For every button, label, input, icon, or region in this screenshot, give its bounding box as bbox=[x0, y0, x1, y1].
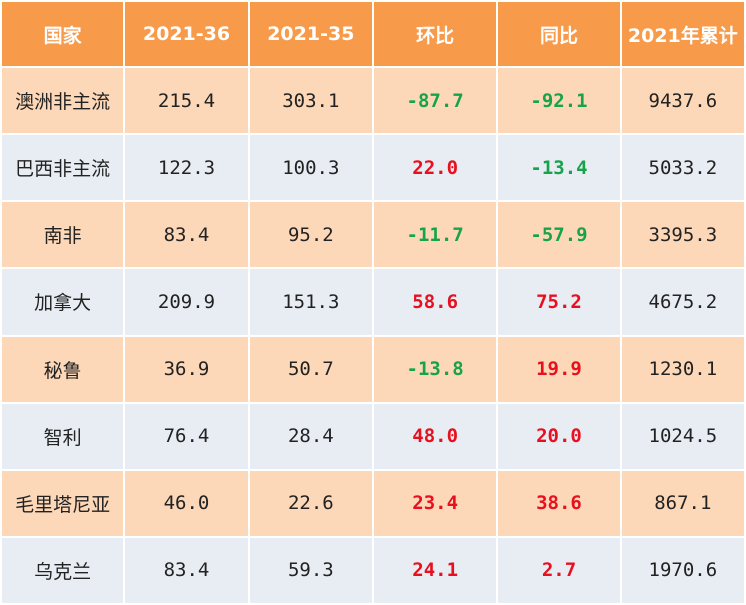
cell-yoy: -92.1 bbox=[498, 68, 620, 134]
cell-yoy: -57.9 bbox=[498, 202, 620, 268]
cell-ytd: 1230.1 bbox=[621, 336, 744, 402]
cell-country: 加拿大 bbox=[2, 269, 124, 335]
header-country: 国家 bbox=[2, 2, 124, 66]
cell-ytd: 3395.3 bbox=[621, 202, 744, 268]
cell-mom: 23.4 bbox=[373, 470, 497, 536]
cell-week-35: 22.6 bbox=[249, 470, 372, 536]
cell-mom: -13.8 bbox=[373, 336, 497, 402]
cell-week-36: 76.4 bbox=[125, 403, 248, 469]
table-row: 智利 76.4 28.4 48.0 20.0 1024.5 bbox=[2, 403, 744, 469]
cell-week-35: 95.2 bbox=[249, 202, 372, 268]
cell-yoy: 75.2 bbox=[498, 269, 620, 335]
header-week-36: 2021-36 bbox=[125, 2, 248, 66]
cell-ytd: 867.1 bbox=[621, 470, 744, 536]
cell-ytd: 5033.2 bbox=[621, 135, 744, 201]
cell-week-35: 151.3 bbox=[249, 269, 372, 335]
cell-week-35: 28.4 bbox=[249, 403, 372, 469]
header-row: 国家 2021-36 2021-35 环比 同比 2021年累计 bbox=[2, 2, 744, 66]
cell-mom: 22.0 bbox=[373, 135, 497, 201]
cell-yoy: 20.0 bbox=[498, 403, 620, 469]
cell-country: 秘鲁 bbox=[2, 336, 124, 402]
cell-yoy: 19.9 bbox=[498, 336, 620, 402]
cell-mom: -11.7 bbox=[373, 202, 497, 268]
header-ytd: 2021年累计 bbox=[621, 2, 744, 66]
cell-week-36: 83.4 bbox=[125, 202, 248, 268]
cell-ytd: 4675.2 bbox=[621, 269, 744, 335]
table-row: 毛里塔尼亚 46.0 22.6 23.4 38.6 867.1 bbox=[2, 470, 744, 536]
cell-ytd: 9437.6 bbox=[621, 68, 744, 134]
table-row: 澳洲非主流 215.4 303.1 -87.7 -92.1 9437.6 bbox=[2, 68, 744, 134]
cell-week-36: 83.4 bbox=[125, 537, 248, 603]
cell-yoy: 2.7 bbox=[498, 537, 620, 603]
table-row: 乌克兰 83.4 59.3 24.1 2.7 1970.6 bbox=[2, 537, 744, 603]
cell-country: 南非 bbox=[2, 202, 124, 268]
table-row: 南非 83.4 95.2 -11.7 -57.9 3395.3 bbox=[2, 202, 744, 268]
cell-mom: 48.0 bbox=[373, 403, 497, 469]
cell-week-36: 215.4 bbox=[125, 68, 248, 134]
cell-mom: 24.1 bbox=[373, 537, 497, 603]
cell-week-36: 122.3 bbox=[125, 135, 248, 201]
cell-country: 乌克兰 bbox=[2, 537, 124, 603]
cell-week-36: 209.9 bbox=[125, 269, 248, 335]
cell-week-35: 59.3 bbox=[249, 537, 372, 603]
cell-week-35: 303.1 bbox=[249, 68, 372, 134]
header-mom: 环比 bbox=[373, 2, 497, 66]
cell-week-36: 46.0 bbox=[125, 470, 248, 536]
table-row: 加拿大 209.9 151.3 58.6 75.2 4675.2 bbox=[2, 269, 744, 335]
table-row: 巴西非主流 122.3 100.3 22.0 -13.4 5033.2 bbox=[2, 135, 744, 201]
cell-ytd: 1024.5 bbox=[621, 403, 744, 469]
cell-mom: -87.7 bbox=[373, 68, 497, 134]
cell-week-36: 36.9 bbox=[125, 336, 248, 402]
cell-country: 巴西非主流 bbox=[2, 135, 124, 201]
cell-country: 智利 bbox=[2, 403, 124, 469]
cell-yoy: 38.6 bbox=[498, 470, 620, 536]
table-row: 秘鲁 36.9 50.7 -13.8 19.9 1230.1 bbox=[2, 336, 744, 402]
cell-ytd: 1970.6 bbox=[621, 537, 744, 603]
cell-country: 澳洲非主流 bbox=[2, 68, 124, 134]
cell-week-35: 50.7 bbox=[249, 336, 372, 402]
cell-country: 毛里塔尼亚 bbox=[2, 470, 124, 536]
cell-mom: 58.6 bbox=[373, 269, 497, 335]
header-week-35: 2021-35 bbox=[249, 2, 372, 66]
header-yoy: 同比 bbox=[498, 2, 620, 66]
cell-yoy: -13.4 bbox=[498, 135, 620, 201]
cell-week-35: 100.3 bbox=[249, 135, 372, 201]
